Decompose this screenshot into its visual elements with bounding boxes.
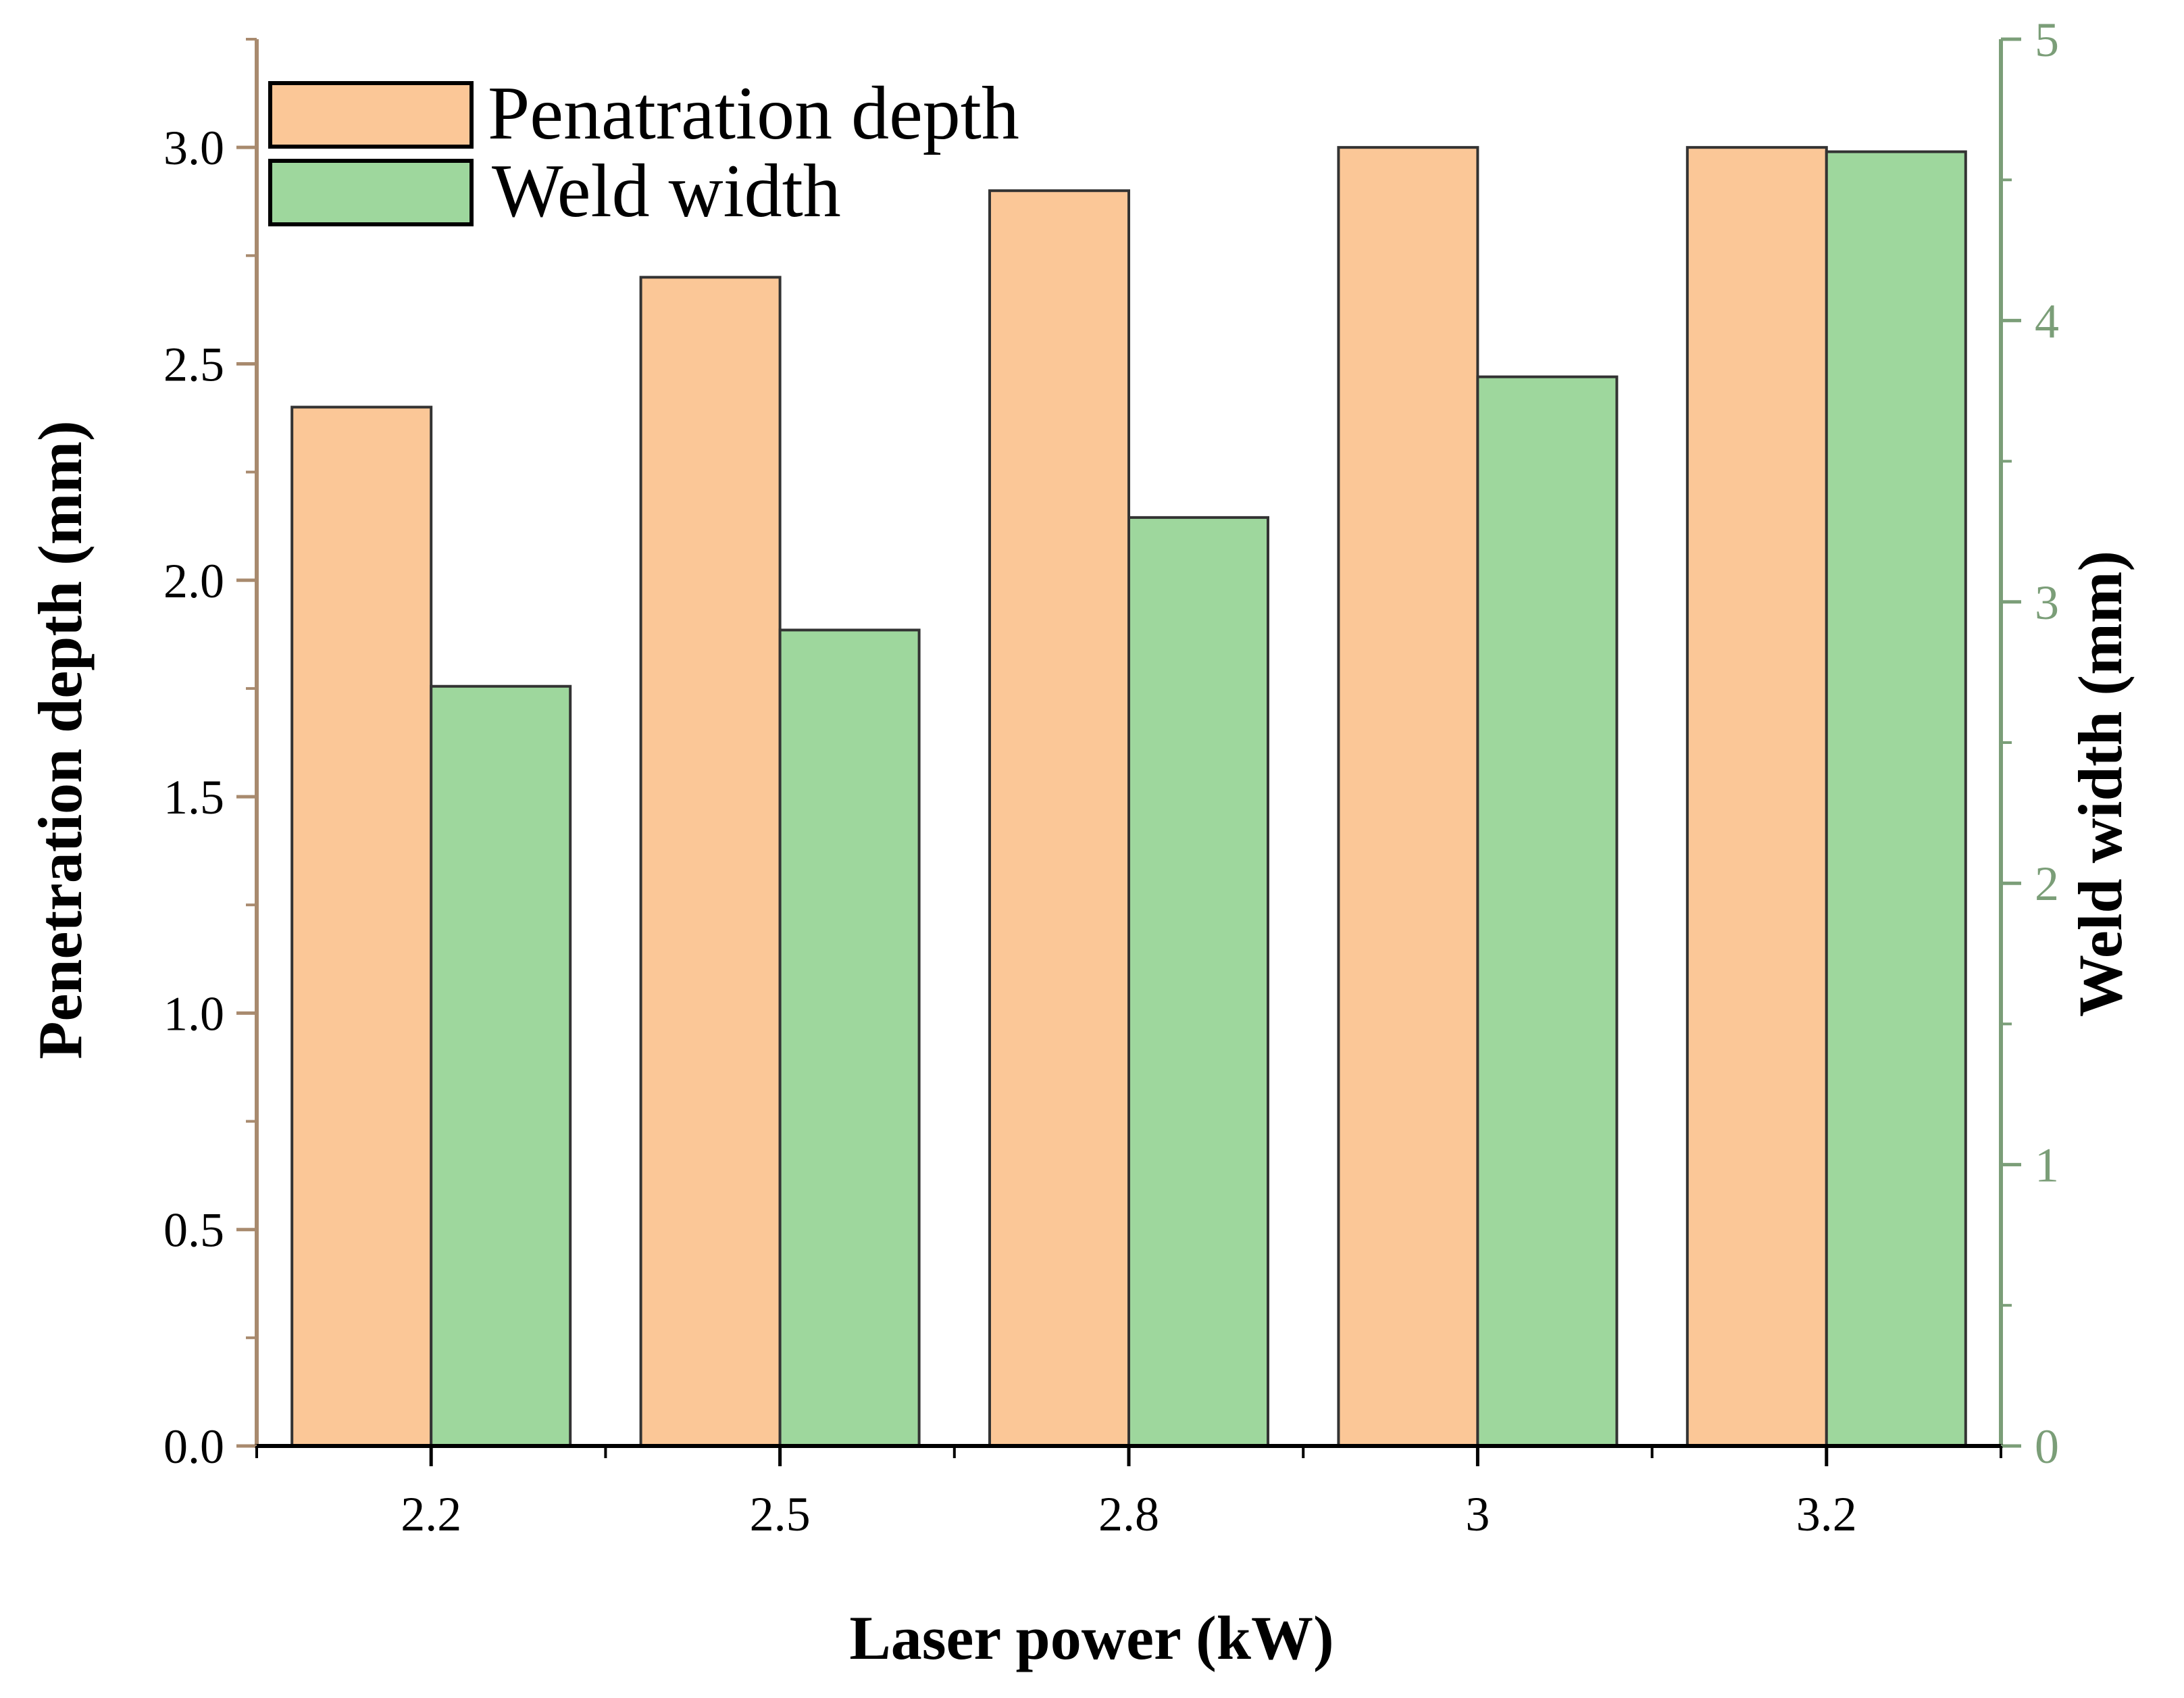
y-tick-label: 3.0 xyxy=(163,121,224,175)
bar-weld-width-3 xyxy=(1476,375,1619,1447)
legend: Penatration depth Weld width xyxy=(268,72,1019,233)
y2-tick-label: 0 xyxy=(2035,1420,2059,1474)
bar-weld-width-2.5 xyxy=(778,628,921,1448)
bar-penetration-depth-2.8 xyxy=(988,189,1130,1448)
bar-weld-width-2.8 xyxy=(1127,516,1269,1447)
x-tick-label-2.8: 2.8 xyxy=(1098,1487,1159,1541)
bar-penetration-depth-3.2 xyxy=(1685,146,1828,1448)
bar-weld-width-3.2 xyxy=(1825,150,1967,1447)
bar-penetration-depth-2.2 xyxy=(290,405,433,1447)
x-tick-label-3: 3 xyxy=(1465,1487,1490,1541)
y-tick-label: 1.0 xyxy=(163,987,224,1041)
bar-penetration-depth-2.5 xyxy=(639,276,782,1447)
bar-penetration-depth-3 xyxy=(1337,146,1479,1448)
x-tick-label-3.2: 3.2 xyxy=(1796,1487,1857,1541)
y-tick-label: 1.5 xyxy=(163,770,224,824)
legend-swatch-penetration-depth xyxy=(268,81,474,149)
y-tick-label: 2.5 xyxy=(163,337,224,391)
y2-tick-label: 3 xyxy=(2035,576,2059,630)
legend-label-penetration-depth: Penatration depth xyxy=(488,72,1019,155)
legend-swatch-weld-width xyxy=(268,159,474,226)
y-tick-label: 2.0 xyxy=(163,554,224,608)
y2-axis-title: Weld width (mm) xyxy=(2066,551,2135,1017)
y2-tick-label: 2 xyxy=(2035,857,2059,911)
bar-weld-width-2.2 xyxy=(430,684,572,1447)
x-tick-label-2.5: 2.5 xyxy=(750,1487,811,1541)
bars xyxy=(290,146,1967,1448)
x-tick-label-2.2: 2.2 xyxy=(401,1487,461,1541)
axes: 0.0 0.5 1.0 1.5 2.0 2.5 3.0 0 1 2 3 4 5 2.2 2.5 2.8 3 3.2 xyxy=(163,13,2059,1541)
y-tick-label: 0.5 xyxy=(163,1203,224,1257)
y-tick-label: 0.0 xyxy=(163,1420,224,1474)
y2-tick-label: 4 xyxy=(2035,294,2059,348)
legend-label-weld-width: Weld width xyxy=(492,149,841,233)
y2-tick-label: 1 xyxy=(2035,1139,2059,1193)
x-axis-title: Laser power (kW) xyxy=(849,1603,1334,1672)
y-axis-title: Penetration depth (mm) xyxy=(26,420,95,1059)
y2-tick-label: 5 xyxy=(2035,13,2059,67)
